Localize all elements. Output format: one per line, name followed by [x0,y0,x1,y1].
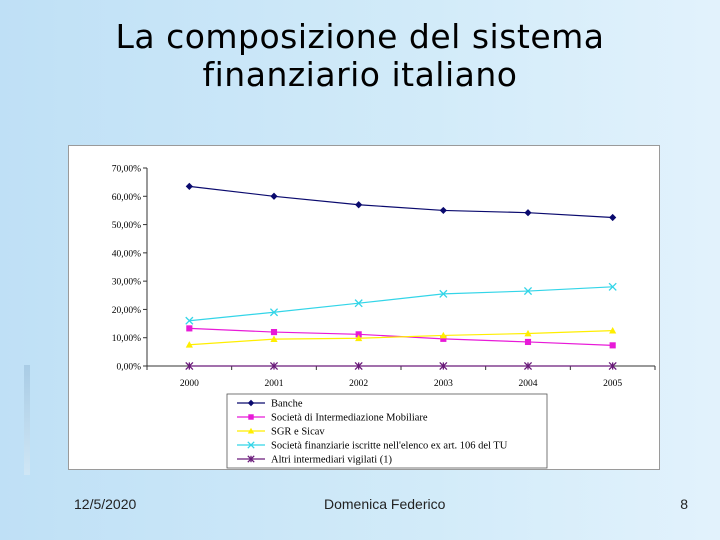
decorative-stripe [24,365,30,475]
data-point-s1-4 [524,338,532,346]
slide-title-line-2: finanziario italiano [202,55,518,94]
data-point-s3-0 [185,316,194,325]
y-tick-label: 40,00% [112,249,141,259]
legend-label-0: Banche [271,399,303,410]
data-point-s2-3 [439,331,447,339]
x-tick-label: 2000 [180,379,199,389]
data-point-s2-5 [609,327,617,334]
data-point-s2-0 [185,341,193,348]
line-chart: 0,00% 10,00% 20,00% 30,00% 40,00% 50,00% 60,00… [68,145,660,470]
x-tick-label: 2005 [603,379,622,389]
data-point-s1-2 [355,331,362,338]
data-point-s1-1 [270,328,278,336]
y-tick-label: 70,00% [112,165,141,175]
slide-title-line-1: La composizione del sistema [115,17,605,56]
data-point-s3-1 [269,308,279,317]
footer-date: 12/5/2020 [74,496,137,512]
legend-label-3: Società finanziarie iscritte nell'elenco… [271,441,508,452]
series-line-3 [189,286,613,322]
legend-box [226,393,548,469]
legend-marker-2 [247,427,255,434]
y-tick-label: 0,00% [116,363,141,373]
data-point-s2-4 [524,329,532,337]
legend-marker-4 [247,455,255,463]
data-point-s3-2 [354,299,363,308]
y-tick-label: 50,00% [112,221,141,231]
x-tick-label: 2004 [519,379,538,389]
data-point-s4-5 [608,361,617,371]
footer-author: Domenica Federico [324,496,446,512]
legend-marker-1 [248,414,254,420]
data-point-s0-2 [355,201,363,209]
data-point-s1-3 [440,335,447,342]
data-point-s4-3 [439,361,448,371]
data-point-s1-5 [609,342,616,349]
page-number: 8 [680,496,688,512]
data-point-s0-3 [439,206,447,215]
chart-canvas: 0,00% 10,00% 20,00% 30,00% 40,00% 50,00% 60,00… [112,165,656,469]
legend-marker-3 [247,441,255,449]
x-tick-label: 2003 [434,379,453,389]
data-point-s0-4 [524,209,532,217]
x-tick-label: 2002 [349,379,368,389]
slide-title: La composizione del sistema finanziario … [40,18,680,94]
legend-label-4: Altri intermediari vigilati (1) [271,455,393,466]
y-tick-label: 60,00% [112,193,141,203]
data-point-s0-5 [609,213,617,222]
x-tick-label: 2001 [265,379,284,389]
data-point-s3-4 [523,286,533,296]
legend-label-1: Società di Intermediazione Mobiliare [271,413,428,424]
data-point-s3-5 [608,282,617,291]
data-point-s0-0 [185,182,193,190]
data-point-s1-0 [186,325,193,332]
y-tick-label: 30,00% [112,278,141,288]
data-point-s2-1 [270,335,278,343]
legend-label-2: SGR e Sicav [271,427,325,438]
legend-marker-0 [247,399,255,407]
data-point-s2-2 [355,334,363,342]
data-point-s3-3 [439,289,448,298]
data-point-s4-2 [354,361,363,371]
series-line-2 [189,330,613,346]
y-tick-label: 10,00% [112,334,141,344]
series-line-0 [189,185,613,219]
data-point-s4-1 [269,361,279,371]
y-tick-label: 20,00% [112,306,141,316]
data-point-s4-4 [523,361,533,371]
data-point-s0-1 [270,192,278,200]
data-point-s4-0 [185,361,194,371]
